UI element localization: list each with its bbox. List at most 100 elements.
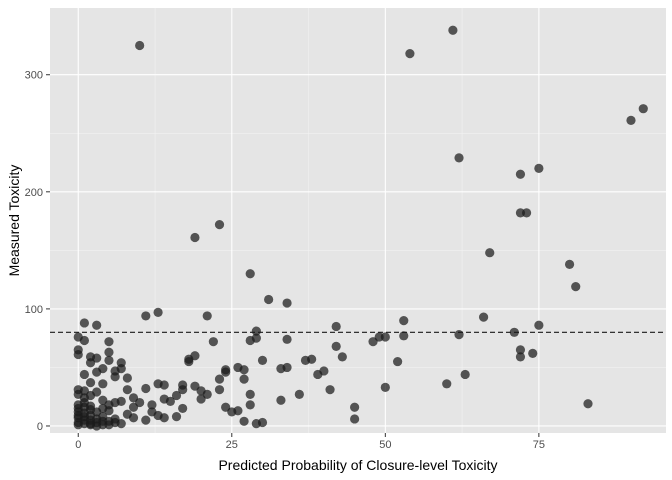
data-point — [202, 311, 212, 321]
data-point — [147, 407, 157, 417]
data-point — [460, 369, 470, 380]
data-point — [454, 330, 464, 340]
data-point — [141, 383, 151, 394]
x-tick-label: 0 — [75, 439, 81, 451]
data-point — [307, 354, 317, 364]
y-tick-label: 200 — [25, 187, 43, 199]
data-point — [521, 208, 532, 218]
data-point — [515, 352, 526, 362]
data-point — [478, 312, 489, 322]
data-point — [85, 401, 96, 411]
data-point — [276, 364, 286, 374]
data-point — [85, 378, 96, 388]
data-point — [294, 389, 304, 399]
x-axis-ticks: 0 25 50 75 — [75, 433, 545, 451]
data-point — [337, 352, 347, 362]
data-point — [214, 374, 225, 384]
data-point — [190, 381, 200, 391]
data-point — [325, 385, 335, 395]
data-point — [626, 115, 636, 125]
data-point — [141, 415, 151, 425]
data-point — [245, 269, 255, 279]
data-point — [147, 400, 157, 410]
data-point — [534, 163, 544, 173]
data-point — [245, 389, 255, 399]
data-point — [276, 395, 286, 405]
data-point — [98, 379, 108, 389]
data-point — [221, 402, 231, 412]
data-point — [564, 259, 575, 270]
data-point — [208, 337, 218, 347]
data-point — [331, 341, 341, 351]
data-point — [73, 332, 83, 342]
data-point — [73, 345, 83, 355]
data-point — [122, 385, 132, 395]
data-point — [571, 282, 581, 292]
data-point — [79, 386, 89, 396]
data-point — [98, 420, 108, 430]
data-point — [515, 345, 526, 355]
y-tick-label: 0 — [37, 421, 43, 433]
data-point — [159, 394, 169, 404]
data-point — [393, 356, 403, 367]
x-tick-label: 25 — [226, 439, 238, 451]
data-point — [190, 232, 200, 243]
data-point — [104, 347, 114, 357]
data-point — [214, 219, 225, 230]
data-point — [350, 414, 360, 424]
y-axis-title: Measured Toxicity — [6, 165, 22, 277]
data-point — [251, 419, 261, 429]
data-point — [135, 40, 145, 51]
data-point — [331, 321, 341, 332]
data-point — [178, 380, 188, 390]
data-point — [405, 49, 415, 59]
data-point — [79, 412, 89, 422]
data-point — [135, 397, 145, 408]
data-point — [251, 326, 261, 336]
plot-panel — [50, 8, 666, 433]
data-point — [171, 390, 182, 401]
data-point — [79, 393, 89, 403]
data-point — [221, 365, 231, 375]
data-point — [104, 337, 114, 347]
data-point — [528, 348, 538, 358]
data-point — [79, 318, 89, 328]
data-point — [239, 374, 249, 384]
y-tick-label: 300 — [25, 70, 43, 82]
x-axis-title: Predicted Probability of Closure-level T… — [218, 457, 497, 473]
y-tick-label: 100 — [25, 304, 43, 316]
minor-gridlines — [50, 8, 666, 433]
data-point — [282, 298, 292, 308]
data-point — [184, 354, 194, 364]
data-point — [104, 400, 114, 410]
data-point — [92, 387, 102, 397]
data-point — [92, 407, 102, 417]
data-points — [73, 25, 648, 431]
data-point — [239, 416, 249, 426]
data-point — [153, 379, 163, 389]
data-point — [251, 333, 261, 343]
data-point — [454, 153, 464, 163]
data-point — [116, 358, 126, 368]
x-tick-label: 75 — [533, 439, 545, 451]
data-point — [282, 334, 292, 344]
data-point — [350, 402, 360, 412]
y-axis-ticks: 0 100 200 300 — [25, 70, 50, 433]
data-point — [92, 320, 102, 330]
data-point — [583, 399, 593, 409]
data-point — [380, 332, 390, 342]
data-point — [116, 419, 126, 429]
data-point — [485, 248, 495, 258]
x-tick-label: 50 — [379, 439, 391, 451]
data-point — [92, 353, 102, 363]
data-point — [442, 379, 452, 389]
data-point — [233, 362, 243, 373]
data-point — [79, 369, 89, 380]
data-point — [214, 385, 225, 395]
data-point — [141, 311, 151, 321]
data-point — [153, 307, 163, 318]
data-point — [92, 367, 102, 377]
data-point — [399, 331, 409, 341]
data-point — [116, 396, 126, 406]
